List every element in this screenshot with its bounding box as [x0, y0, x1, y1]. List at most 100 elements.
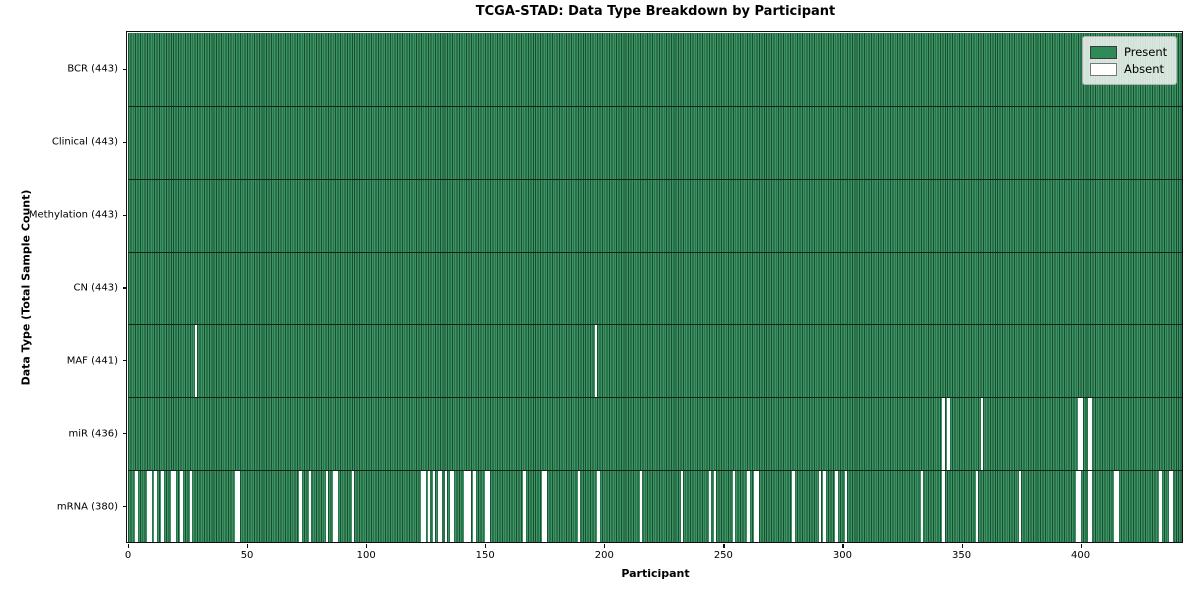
legend-label-absent: Absent — [1124, 62, 1165, 76]
absent-mark — [439, 471, 443, 543]
absent-mark — [544, 471, 548, 543]
x-tick-mark — [604, 544, 606, 548]
absent-mark — [792, 471, 795, 543]
absent-mark — [135, 471, 138, 543]
absent-mark — [423, 471, 426, 543]
heatmap-row-cn — [128, 251, 1183, 325]
absent-mark — [640, 471, 643, 543]
x-tick-label: 100 — [356, 550, 376, 561]
absent-mark — [325, 471, 329, 543]
x-tick-label: 400 — [1071, 550, 1091, 561]
absent-mark — [756, 471, 760, 543]
plot-area — [128, 33, 1183, 543]
present-swatch-icon — [1090, 45, 1117, 59]
absent-mark — [437, 471, 440, 543]
heatmap-row-bcr — [128, 33, 1183, 106]
heatmap-row-mir — [128, 397, 1183, 471]
x-tick-mark — [247, 544, 249, 548]
absent-mark — [523, 471, 526, 543]
y-tick-mark — [123, 287, 127, 289]
absent-mark — [468, 471, 471, 543]
y-tick-label-mrna: mRNA (380) — [56, 501, 118, 513]
absent-mark — [1080, 398, 1083, 471]
absent-mark — [420, 471, 424, 543]
absent-mark — [473, 471, 476, 543]
absent-mark — [818, 471, 821, 543]
legend-entry-absent: Absent — [1090, 62, 1167, 76]
x-tick-mark — [485, 544, 487, 548]
legend-label-present: Present — [1124, 45, 1168, 59]
absent-mark — [237, 471, 240, 543]
x-axis-label: Participant — [621, 567, 690, 580]
absent-mark — [975, 471, 979, 543]
y-tick-label-clinical: Clinical (443) — [51, 136, 118, 148]
x-tick-mark — [723, 544, 725, 548]
x-tick-label: 350 — [951, 550, 972, 561]
x-tick-mark — [842, 544, 844, 548]
y-tick-mark — [123, 433, 127, 435]
absent-mark — [444, 471, 448, 543]
x-tick-label: 150 — [475, 550, 495, 561]
absent-mark — [542, 471, 545, 543]
absent-mark — [1078, 398, 1081, 471]
y-tick-label-bcr: BCR (443) — [67, 63, 118, 75]
absent-mark — [754, 471, 757, 543]
absent-mark — [1078, 471, 1081, 543]
heatmap-row-maf — [128, 324, 1183, 398]
absent-mark — [823, 471, 826, 543]
y-tick-label-mir: miR (436) — [68, 428, 118, 440]
heatmap-row-clinical — [128, 105, 1183, 179]
absent-mark — [844, 471, 848, 543]
absent-mark — [835, 471, 838, 543]
absent-mark — [942, 471, 945, 543]
x-tick-mark — [366, 544, 368, 548]
absent-mark — [942, 398, 945, 471]
absent-mark — [332, 471, 336, 543]
absent-mark — [432, 471, 436, 543]
absent-mark — [335, 471, 338, 543]
absent-mark — [980, 398, 983, 471]
absent-mark — [449, 471, 452, 543]
absent-mark — [463, 471, 467, 543]
absent-mark — [173, 471, 176, 543]
y-tick-mark — [123, 141, 127, 143]
absent-mark — [299, 471, 302, 543]
absent-mark — [594, 325, 598, 398]
x-tick-mark — [128, 544, 130, 548]
absent-swatch-icon — [1090, 62, 1117, 76]
y-tick-mark — [123, 214, 127, 216]
absent-mark — [680, 471, 683, 543]
x-tick-label: 0 — [124, 550, 132, 561]
y-tick-mark — [123, 505, 127, 508]
absent-mark — [149, 471, 152, 543]
absent-mark — [170, 471, 174, 543]
absent-mark — [1075, 471, 1079, 543]
absent-mark — [747, 471, 750, 543]
absent-mark — [147, 471, 150, 543]
absent-mark — [351, 471, 355, 543]
absent-mark — [308, 471, 312, 543]
absent-mark — [947, 398, 950, 471]
absent-mark — [194, 325, 198, 398]
absent-mark — [1168, 471, 1172, 543]
absent-mark — [451, 471, 455, 543]
absent-mark — [1087, 398, 1091, 471]
x-tick-label: 250 — [713, 550, 733, 561]
y-tick-mark — [123, 360, 127, 362]
absent-mark — [466, 471, 469, 543]
heatmap-row-methylation — [128, 178, 1183, 252]
absent-mark — [713, 471, 717, 543]
absent-mark — [921, 471, 924, 543]
absent-mark — [1090, 398, 1093, 471]
absent-mark — [180, 471, 183, 543]
absent-mark — [428, 471, 431, 543]
legend-entry-present: Present — [1090, 45, 1167, 59]
absent-mark — [485, 471, 488, 543]
absent-mark — [161, 471, 164, 543]
heatmap-row-mrna — [128, 470, 1183, 543]
absent-mark — [1018, 471, 1022, 543]
absent-mark — [189, 471, 193, 543]
y-tick-mark — [123, 68, 127, 71]
absent-mark — [709, 471, 712, 543]
